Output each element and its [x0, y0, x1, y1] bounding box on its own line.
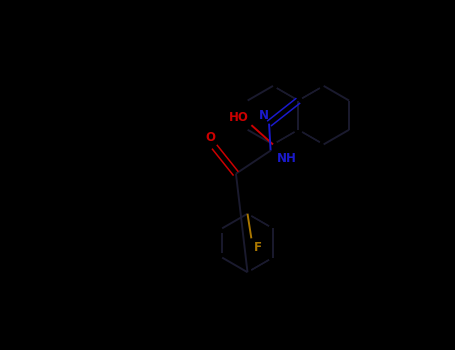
Text: O: O	[206, 131, 216, 145]
Text: HO: HO	[229, 111, 249, 124]
Text: NH: NH	[277, 152, 297, 165]
Text: N: N	[259, 109, 269, 122]
Text: F: F	[254, 241, 262, 254]
